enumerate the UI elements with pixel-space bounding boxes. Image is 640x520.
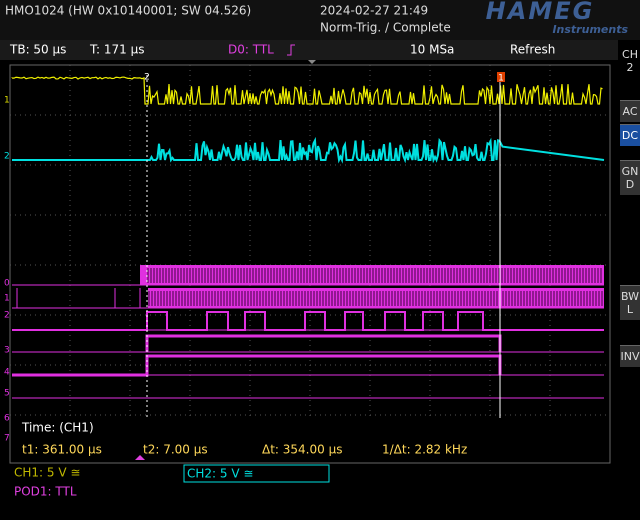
digital-label: 1 <box>4 294 10 304</box>
readout-freq: 1/Δt: 2.82 kHz <box>382 443 467 457</box>
side-button[interactable]: DC <box>620 124 640 146</box>
d2-trace <box>12 311 604 331</box>
readout-bg <box>11 418 609 462</box>
digital-label: 0 <box>4 279 10 289</box>
acq-mode: Refresh <box>510 43 555 57</box>
d1-burst <box>148 288 604 308</box>
cursor-marker-bg <box>497 72 505 82</box>
trigger-marker: 2 <box>144 73 150 83</box>
side-button[interactable]: BWL <box>620 285 640 320</box>
footer-ch1: CH1: 5 V ≅ <box>14 466 80 480</box>
grid <box>10 65 610 463</box>
digital-label: 2 <box>4 311 10 321</box>
trigger-source: D0: TTL <box>228 43 274 57</box>
d3-trace <box>145 334 502 352</box>
side-channel: CH2 <box>622 48 638 74</box>
model: HMO1024 (HW 0x10140001; SW 04.526) <box>5 4 251 18</box>
ch2-box[interactable] <box>183 464 330 483</box>
ch2-marker: 2 <box>4 152 10 162</box>
d0-burst <box>140 265 604 285</box>
edge-icon <box>287 44 295 56</box>
digital-label: 7 <box>4 434 10 444</box>
digital-label: 4 <box>4 368 10 378</box>
footer-ch2[interactable]: CH2: 5 V ≅ <box>187 467 253 481</box>
ch1-trace <box>11 76 603 105</box>
trigger-status: Norm-Trig. / Complete <box>320 21 451 35</box>
trigger-pos-arrow <box>308 60 316 64</box>
cursor-marker: 1 <box>498 74 504 84</box>
screen-border <box>9 64 611 464</box>
footer-pod1: POD1: TTL <box>14 485 77 499</box>
readout-t2: t2: 7.00 µs <box>143 443 208 457</box>
side-button[interactable]: INV <box>620 345 640 367</box>
readout-t1: t1: 361.00 µs <box>22 443 102 457</box>
sample-rate: 10 MSa <box>410 43 454 57</box>
timebase: TB: 50 µs <box>9 43 66 57</box>
digital-label: 3 <box>4 346 10 356</box>
ch2-trace <box>12 136 605 164</box>
ch1-marker: 1 <box>4 96 10 106</box>
datetime: 2024-02-27 21:49 <box>320 4 428 18</box>
readout-delta: Δt: 354.00 µs <box>262 443 342 457</box>
side-button[interactable]: AC <box>620 100 640 122</box>
readout-title: Time: (CH1) <box>21 421 94 435</box>
trigger-arrow <box>135 455 145 460</box>
digital-label: 6 <box>4 414 10 424</box>
logo: HAMEG <box>486 0 595 25</box>
logo-sub: Instruments <box>552 23 628 36</box>
side-button[interactable]: GND <box>620 160 640 195</box>
waveforms: 0 1 2 3 4 5 6 7 <box>4 76 605 444</box>
header-bg <box>0 0 640 40</box>
status-bg <box>0 40 618 60</box>
digital-label: 5 <box>4 389 10 399</box>
trigger-pos: T: 171 µs <box>89 43 144 57</box>
